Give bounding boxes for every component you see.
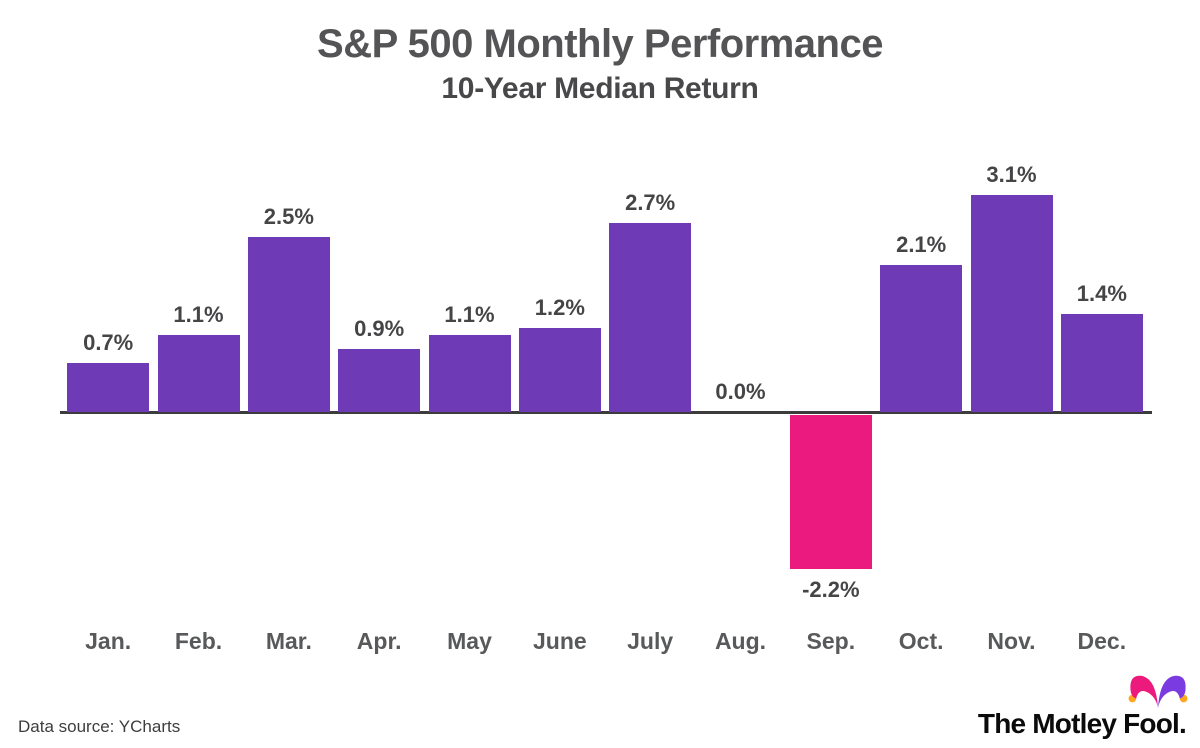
- month-label-apr: Apr.: [356, 628, 402, 654]
- motley-fool-logo-text: The Motley Fool.: [977, 708, 1187, 739]
- month-label-july: July: [627, 628, 674, 654]
- data-source-note: Data source: YCharts: [18, 717, 181, 736]
- value-label-nov: 3.1%: [986, 162, 1037, 187]
- month-label-june: June: [532, 628, 587, 654]
- month-label-sep: Sep.: [806, 628, 856, 654]
- bar-june: [518, 328, 601, 412]
- value-label-jan: 0.7%: [83, 330, 134, 355]
- value-label-sep: -2.2%: [802, 577, 860, 602]
- bar-apr: [338, 349, 421, 412]
- bar-sep: [789, 415, 872, 569]
- bar-oct: [880, 265, 963, 412]
- value-label-july: 2.7%: [625, 190, 676, 215]
- value-label-aug: 0.0%: [715, 379, 766, 404]
- bar-july: [609, 223, 692, 412]
- month-label-may: May: [447, 628, 492, 654]
- chart-subtitle: 10-Year Median Return: [441, 72, 759, 105]
- month-label-nov: Nov.: [987, 628, 1036, 654]
- month-label-feb: Feb.: [174, 628, 223, 654]
- value-label-june: 1.2%: [534, 295, 585, 320]
- bar-feb: [157, 335, 240, 412]
- value-label-apr: 0.9%: [354, 316, 405, 341]
- month-label-oct: Oct.: [898, 628, 944, 654]
- bar-nov: [970, 195, 1053, 412]
- bar-dec: [1060, 314, 1143, 412]
- month-label-jan: Jan.: [85, 628, 132, 654]
- value-label-dec: 1.4%: [1076, 281, 1127, 306]
- bar-may: [428, 335, 511, 412]
- month-label-aug: Aug.: [714, 628, 767, 654]
- motley-fool-logo: The Motley Fool.: [978, 675, 1188, 740]
- jester-hat-icon: [1128, 675, 1188, 709]
- bar-mar: [247, 237, 330, 412]
- x-axis-line: [60, 411, 1152, 414]
- value-label-feb: 1.1%: [173, 302, 224, 327]
- month-label-dec: Dec.: [1077, 628, 1127, 654]
- chart-title: S&P 500 Monthly Performance: [317, 22, 883, 66]
- bar-jan: [67, 363, 150, 412]
- month-label-mar: Mar.: [265, 628, 312, 654]
- value-label-oct: 2.1%: [896, 232, 947, 257]
- value-label-may: 1.1%: [444, 302, 495, 327]
- value-label-mar: 2.5%: [263, 204, 314, 229]
